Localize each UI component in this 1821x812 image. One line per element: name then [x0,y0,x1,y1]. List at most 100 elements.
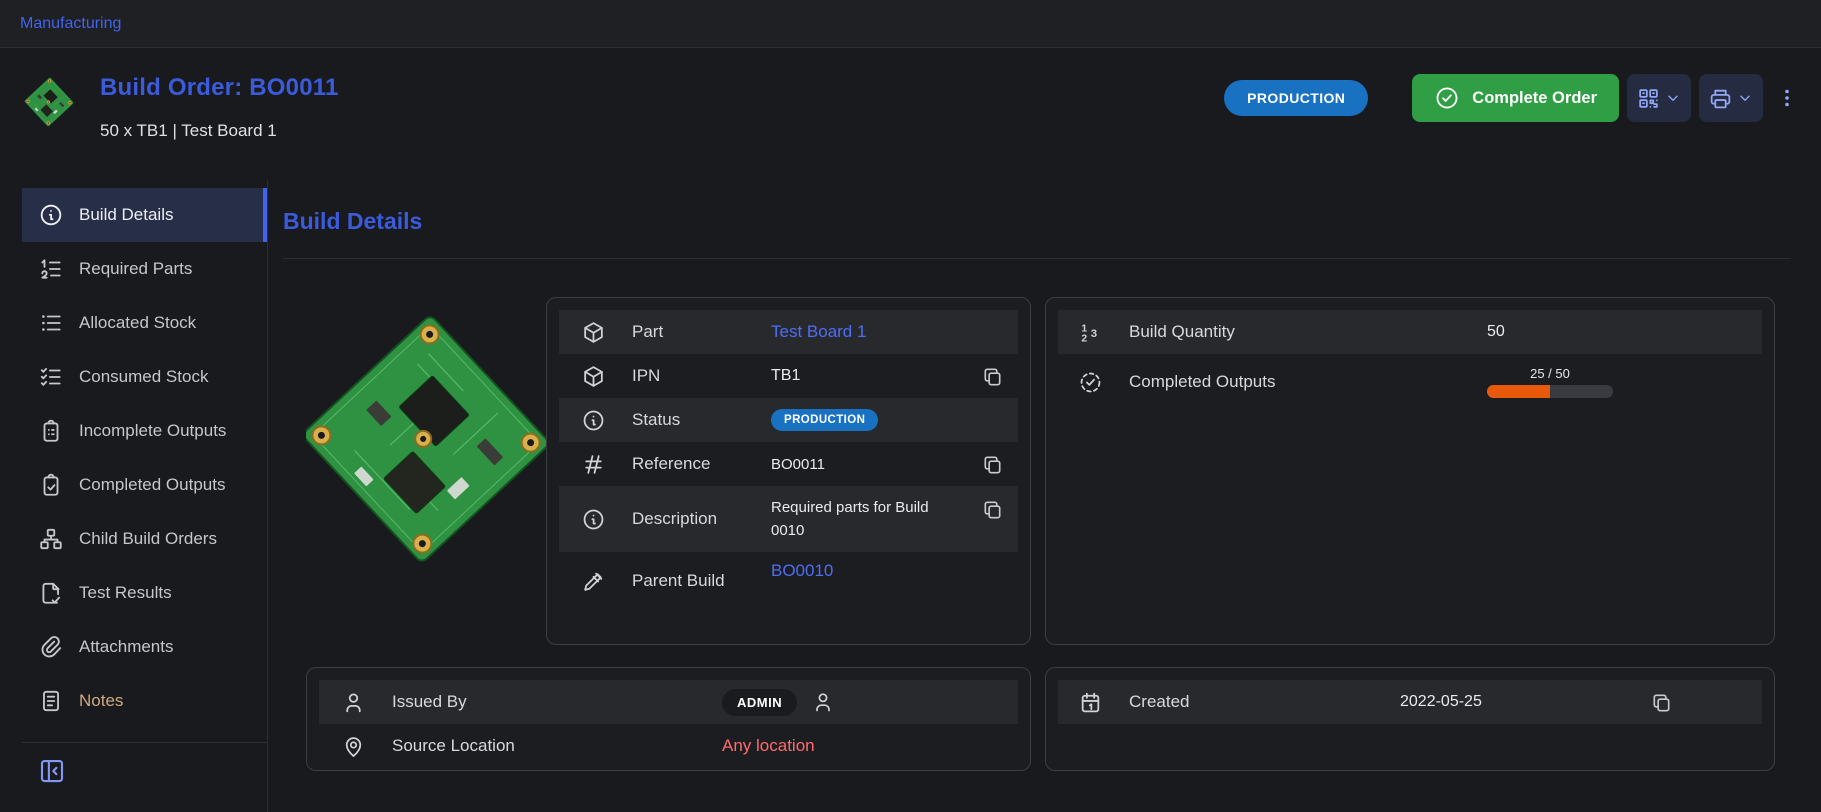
print-actions-button[interactable] [1699,74,1763,122]
sidebar-item-label: Completed Outputs [79,475,226,494]
page-header: Build Order: BO0011 50 x TB1 | Test Boar… [0,48,1821,180]
info-circle-icon [581,408,606,433]
sitemap-icon [38,526,64,552]
page-title: Build Order: BO0011 [100,74,339,101]
detail-row-ipn: IPN TB1 [559,354,1018,398]
source-location-value: Any location [722,736,815,755]
page-subtitle: 50 x TB1 | Test Board 1 [100,121,277,140]
chevron-down-icon [1664,89,1682,107]
clipboard-list-icon [38,418,64,444]
sidebar-collapse-icon [37,756,67,786]
detail-row-description: Description Required parts for Build 001… [559,486,1018,552]
copy-button[interactable] [1650,691,1673,714]
sidebar-collapse-button[interactable] [37,756,67,786]
header-left: Build Order: BO0011 50 x TB1 | Test Boar… [22,74,339,141]
detail-label: Part [632,321,664,341]
sidebar-item-label: Required Parts [79,259,193,278]
calendar-icon [1078,690,1103,715]
sidebar-item-label: Notes [79,691,124,710]
detail-label: Status [632,409,681,429]
build-details-cell: Part Test Board 1 IPN TB1 Status PRODUCT… [306,297,1031,645]
copy-button[interactable] [981,453,1004,476]
barcode-actions-button[interactable] [1627,74,1691,122]
details-grid: Part Test Board 1 IPN TB1 Status PRODUCT… [306,297,1791,771]
sidebar-item-consumed-stock[interactable]: Consumed Stock [22,350,267,404]
sidebar-item-allocated-stock[interactable]: Allocated Stock [22,296,267,350]
sidebar-item-label: Attachments [79,637,174,656]
issued-by-badge: ADMIN [722,688,798,716]
detail-row-build-quantity: Build Quantity 50 [1058,310,1762,354]
sidebar-item-notes[interactable]: Notes [22,674,267,728]
sidebar-item-label: Child Build Orders [79,529,217,548]
sidebar-item-test-results[interactable]: Test Results [22,566,267,620]
paperclip-icon [38,634,64,660]
user-icon [341,690,366,715]
reference-value: BO0011 [771,455,825,473]
complete-order-button[interactable]: Complete Order [1412,74,1619,122]
sidebar-item-incomplete-outputs[interactable]: Incomplete Outputs [22,404,267,458]
sidebar-item-label: Consumed Stock [79,367,209,386]
detail-row-parent-build: Parent Build BO0010 [559,552,1018,610]
sidebar: Build Details Required Parts Allocated S… [0,180,268,812]
detail-row-completed-outputs: Completed Outputs 25 / 50 [1058,354,1762,410]
sidebar-item-required-parts[interactable]: Required Parts [22,242,267,296]
more-actions-button[interactable] [1775,74,1799,122]
check-circle-icon [1434,85,1460,111]
ipn-value: TB1 [771,367,801,384]
parent-build-link[interactable]: BO0010 [771,561,834,580]
part-image-wrap [306,297,546,645]
copy-button[interactable] [981,365,1004,388]
section-heading: Build Details [283,208,423,234]
numbers-123-icon [1078,320,1103,345]
user-icon [811,690,835,714]
progress-label: 25 / 50 [1530,366,1570,381]
part-image[interactable] [306,299,546,589]
content-area: Build Details Required Parts Allocated S… [0,180,1821,812]
detail-row-reference: Reference BO0011 [559,442,1018,486]
complete-order-label: Complete Order [1472,88,1597,107]
detail-label: IPN [632,365,661,385]
numbered-list-icon [38,256,64,282]
completed-outputs-progress: 25 / 50 [1487,366,1613,398]
sidebar-item-label: Test Results [79,583,172,602]
sidebar-item-attachments[interactable]: Attachments [22,620,267,674]
sidebar-item-label: Allocated Stock [79,313,197,332]
breadcrumb-link-manufacturing[interactable]: Manufacturing [20,14,122,32]
detail-label: Description [632,508,718,528]
sidebar-item-completed-outputs[interactable]: Completed Outputs [22,458,267,512]
detail-label: Parent Build [632,570,725,590]
breadcrumb: Manufacturing [0,0,1821,48]
created-value: 2022-05-25 [1400,693,1482,710]
part-link[interactable]: Test Board 1 [771,322,867,341]
status-badge: PRODUCTION [1224,80,1369,116]
sidebar-item-label: Incomplete Outputs [79,421,227,440]
detail-label: Reference [632,453,711,473]
qrcode-icon [1636,86,1661,111]
printer-icon [1708,86,1733,111]
list-icon [38,310,64,336]
copy-icon [981,498,1004,521]
part-thumbnail[interactable] [22,74,76,132]
sidebar-item-build-details[interactable]: Build Details [22,188,267,242]
title-block: Build Order: BO0011 50 x TB1 | Test Boar… [100,74,339,141]
box-icon [581,364,606,389]
sidebar-divider [22,742,267,743]
detail-row-source-location: Source Location Any location [319,724,1018,768]
box-icon [581,320,606,345]
quantities-card: Build Quantity 50 Completed Outputs 25 /… [1045,297,1775,645]
detail-label: Issued By [392,692,467,711]
chevron-down-icon [1736,89,1754,107]
progress-fill [1487,385,1550,398]
clipboard-check-icon [38,472,64,498]
main-panel: Build Details Part Test Board 1 IPN [268,180,1821,812]
file-check-icon [38,580,64,606]
detail-row-part: Part Test Board 1 [559,310,1018,354]
copy-icon [981,365,1004,388]
note-icon [38,688,64,714]
copy-button[interactable] [981,498,1004,521]
hash-icon [581,452,606,477]
build-details-card: Part Test Board 1 IPN TB1 Status PRODUCT… [546,297,1031,645]
sidebar-item-child-build-orders[interactable]: Child Build Orders [22,512,267,566]
info-circle-icon [581,507,606,532]
dots-vertical-icon [1775,86,1799,110]
